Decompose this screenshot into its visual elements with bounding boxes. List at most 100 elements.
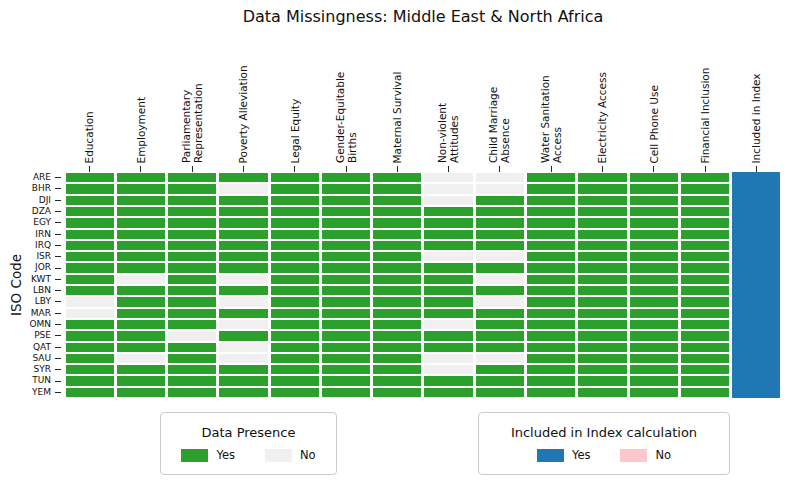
heatmap-cell [630,252,678,261]
heatmap-cell [219,275,267,284]
heatmap-cell [476,252,524,261]
heatmap-cell [168,207,216,216]
heatmap-cell [117,365,165,374]
heatmap-cell [527,241,575,250]
heatmap-cell [424,207,472,216]
column-label: Legal Equity [289,98,301,163]
heatmap-cell [527,218,575,227]
y-axis-tick [55,369,61,370]
heatmap-cell [168,218,216,227]
heatmap-cell [681,309,729,318]
heatmap-cell [578,286,626,295]
heatmap-cell [117,184,165,193]
heatmap-cell [681,184,729,193]
heatmap-cell [578,275,626,284]
heatmap-cell [117,196,165,205]
row-label: MAR [31,308,51,319]
row-label: LBN [33,285,51,296]
heatmap-cell [630,388,678,397]
heatmap-cell [476,309,524,318]
heatmap-cell [527,320,575,329]
heatmap-cell [271,309,319,318]
heatmap-cell [476,343,524,352]
heatmap-cell [681,376,729,385]
heatmap-cell [117,331,165,340]
heatmap-cell [271,320,319,329]
heatmap-cell [271,241,319,250]
heatmap-cell [373,218,421,227]
heatmap-cell [271,331,319,340]
heatmap-cell [681,196,729,205]
heatmap-cell [578,196,626,205]
heatmap-cell [373,286,421,295]
heatmap-cell [681,252,729,261]
heatmap-cell [322,354,370,363]
heatmap-cell [732,262,780,273]
heatmap-cell [527,263,575,272]
heatmap-cell [219,252,267,261]
heatmap-cell [271,286,319,295]
legend-swatch [537,449,564,462]
heatmap-cell [630,286,678,295]
heatmap-cell [271,196,319,205]
heatmap-cell [322,388,370,397]
heatmap-cell [527,297,575,306]
heatmap-cell [271,388,319,397]
heatmap-cell [117,173,165,182]
row-label: IRN [35,229,51,240]
heatmap-cell [219,230,267,239]
heatmap-cell [66,365,114,374]
heatmap-cell [578,207,626,216]
heatmap-cell [66,297,114,306]
column-header: Financial Inclusion [679,0,730,172]
heatmap-cell [424,297,472,306]
heatmap-cell [117,275,165,284]
heatmap-cell [373,252,421,261]
column-label: Gender-Equitable Births [335,72,358,163]
legend-swatch [620,449,647,462]
heatmap-cell [424,354,472,363]
heatmap-cell [168,230,216,239]
heatmap-cell [271,207,319,216]
column-header: Electricity Access [577,0,628,172]
heatmap-cell [578,343,626,352]
row-label: DJI [39,195,51,206]
heatmap-cell [630,331,678,340]
heatmap-cell [681,207,729,216]
column-label: Water Sanitation Access [540,75,563,163]
heatmap-cell [219,218,267,227]
heatmap-cell [578,297,626,306]
heatmap-cell [373,207,421,216]
row-label: DZA [32,206,51,217]
heatmap-cell [476,376,524,385]
heatmap-cell [578,230,626,239]
heatmap-cell [424,263,472,272]
y-axis-tick [55,358,61,359]
heatmap-cell [66,196,114,205]
column-label: Financial Inclusion [699,67,711,163]
heatmap-cell [476,275,524,284]
heatmap-cell [117,286,165,295]
heatmap-cell [219,263,267,272]
y-axis-tick [55,211,61,212]
heatmap-cell [322,173,370,182]
heatmap-cell [424,173,472,182]
heatmap-cell [578,376,626,385]
heatmap-cell [424,196,472,205]
heatmap-cell [219,388,267,397]
heatmap-cell [66,343,114,352]
y-axis-tick [55,268,61,269]
heatmap-cell [117,309,165,318]
heatmap-cell [630,343,678,352]
heatmap-cell [630,376,678,385]
heatmap-cell [168,263,216,272]
heatmap-cell [322,376,370,385]
heatmap-cell [681,230,729,239]
heatmap-cell [117,343,165,352]
heatmap-cell [630,196,678,205]
heatmap-cell [476,286,524,295]
heatmap-cell [527,376,575,385]
heatmap-cell [168,297,216,306]
column-header: Maternal Survival [372,0,423,172]
column-label: Child Marriage Absence [488,87,511,163]
